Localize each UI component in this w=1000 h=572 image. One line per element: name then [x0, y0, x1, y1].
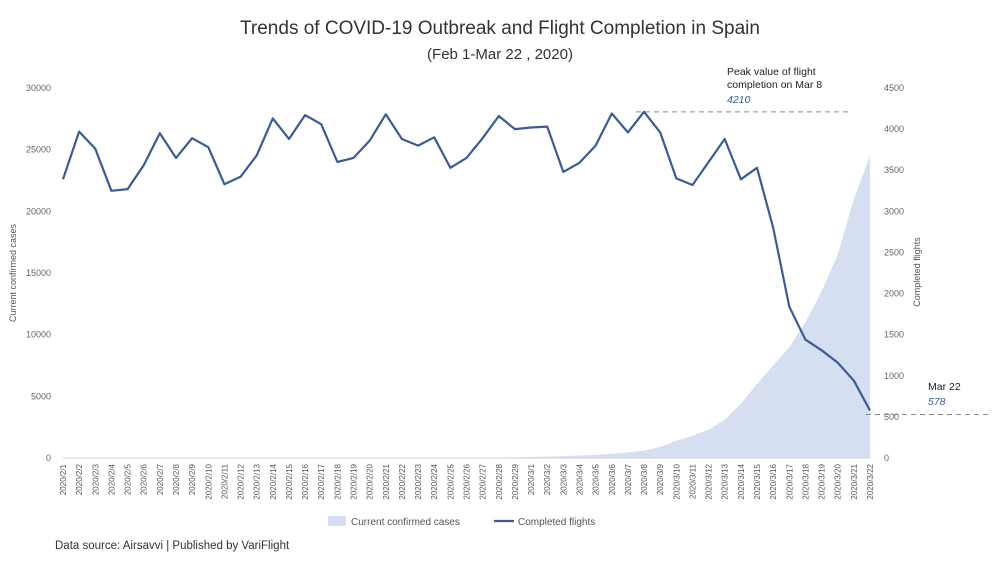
- data-source-footer: Data source: Airsavvi | Published by Var…: [55, 540, 290, 552]
- x-tick-label: 2020/2/6: [140, 463, 149, 495]
- x-tick-label: 2020/3/8: [640, 463, 649, 495]
- y-left-tick-label: 10000: [26, 330, 51, 340]
- x-tick-label: 2020/3/2: [543, 463, 552, 495]
- y-left-tick-label: 30000: [26, 83, 51, 93]
- x-tick-label: 2020/3/16: [769, 463, 778, 499]
- x-tick-label: 2020/2/26: [463, 463, 472, 499]
- x-tick-label: 2020/2/12: [237, 463, 246, 499]
- y-left-tick-label: 0: [46, 453, 51, 463]
- x-tick-label: 2020/2/10: [204, 463, 213, 499]
- y-left-axis-title: Current confirmed cases: [8, 223, 18, 322]
- x-tick-label: 2020/2/27: [479, 463, 488, 499]
- y-left-tick-label: 20000: [26, 206, 51, 216]
- x-tick-label: 2020/3/9: [656, 463, 665, 495]
- x-tick-label: 2020/3/10: [672, 463, 681, 499]
- x-tick-label: 2020/3/21: [850, 463, 859, 499]
- annotation-layer: Peak value of flight completion on Mar 8 4…: [636, 66, 990, 415]
- y-right-tick-label: 4000: [884, 124, 904, 134]
- y-right-tick-label: 3500: [884, 165, 904, 175]
- series-area-confirmed-cases: [63, 155, 870, 459]
- axes-layer: 0 5000 10000 15000 20000 25000 30000 0 500 1000 15…: [8, 83, 922, 500]
- x-tick-label: 2020/3/14: [737, 463, 746, 499]
- x-tick-label: 2020/2/15: [285, 463, 294, 499]
- x-tick-label: 2020/2/4: [107, 463, 116, 495]
- x-tick-label: 2020/2/16: [301, 463, 310, 499]
- end-annotation-title: Mar 22: [928, 381, 961, 393]
- y-right-tick-label: 500: [884, 412, 899, 422]
- x-tick-label: 2020/2/25: [446, 463, 455, 499]
- area-layer: [63, 155, 870, 459]
- x-tick-label: 2020/2/23: [414, 463, 423, 499]
- x-tick-label: 2020/3/7: [624, 463, 633, 495]
- chart-title: Trends of COVID-19 Outbreak and Flight C…: [240, 18, 760, 39]
- x-tick-label: 2020/2/3: [91, 463, 100, 495]
- x-tick-label: 2020/2/1: [59, 463, 68, 495]
- x-tick-label: 2020/2/19: [350, 463, 359, 499]
- legend: Current confirmed cases Completed flights: [328, 516, 595, 528]
- peak-annotation-title: Peak value of flight completion on Mar 8: [727, 66, 822, 91]
- x-tick-label: 2020/2/17: [317, 463, 326, 499]
- end-annotation-value: 578: [928, 396, 946, 408]
- x-tick-label: 2020/2/29: [511, 463, 520, 499]
- y-right-tick-label: 0: [884, 453, 889, 463]
- x-tick-label: 2020/2/18: [333, 463, 342, 499]
- x-tick-label: 2020/3/22: [866, 463, 875, 499]
- chart-subtitle: (Feb 1-Mar 22 , 2020): [427, 46, 573, 63]
- y-left-tick-label: 5000: [31, 391, 51, 401]
- legend-label-confirmed-cases: Current confirmed cases: [351, 517, 460, 528]
- x-tick-label: 2020/2/22: [398, 463, 407, 499]
- y-right-tick-label: 2000: [884, 289, 904, 299]
- peak-annotation-value: 4210: [727, 94, 751, 106]
- x-tick-label: 2020/2/13: [253, 463, 262, 499]
- x-tick-label: 2020/2/5: [124, 463, 133, 495]
- y-right-tick-label: 3000: [884, 206, 904, 216]
- x-tick-label: 2020/2/9: [188, 463, 197, 495]
- y-right-tick-label: 2500: [884, 247, 904, 257]
- x-tick-label: 2020/2/8: [172, 463, 181, 495]
- y-left-tick-label: 15000: [26, 268, 51, 278]
- legend-swatch-confirmed-cases: [328, 516, 346, 526]
- x-tick-label: 2020/3/3: [559, 463, 568, 495]
- x-tick-label: 2020/3/18: [801, 463, 810, 499]
- x-tick-label: 2020/3/13: [721, 463, 730, 499]
- y-right-tick-label: 4500: [884, 83, 904, 93]
- series-line-completed-flights: [61, 110, 871, 412]
- x-tick-label: 2020/3/17: [785, 463, 794, 499]
- x-tick-label: 2020/2/11: [220, 463, 229, 499]
- x-tick-label: 2020/2/14: [269, 463, 278, 499]
- x-tick-label: 2020/3/19: [818, 463, 827, 499]
- x-tick-label: 2020/3/6: [608, 463, 617, 495]
- x-tick-label: 2020/3/11: [688, 463, 697, 499]
- x-tick-label: 2020/2/2: [75, 463, 84, 495]
- line-layer: [61, 110, 871, 412]
- x-tick-label: 2020/2/21: [382, 463, 391, 499]
- x-tick-label: 2020/2/28: [495, 463, 504, 499]
- y-right-axis-title: Completed flights: [912, 237, 922, 307]
- x-tick-label: 2020/3/4: [575, 463, 584, 495]
- x-tick-label: 2020/3/1: [527, 463, 536, 495]
- x-tick-label: 2020/3/20: [834, 463, 843, 499]
- x-tick-label: 2020/2/7: [156, 463, 165, 495]
- x-tick-label: 2020/2/20: [366, 463, 375, 499]
- x-tick-label: 2020/3/12: [705, 463, 714, 499]
- x-tick-label: 2020/3/15: [753, 463, 762, 499]
- x-tick-label: 2020/2/24: [430, 463, 439, 499]
- y-right-tick-label: 1500: [884, 330, 904, 340]
- x-tick-label: 2020/3/5: [592, 463, 601, 495]
- y-right-tick-label: 1000: [884, 371, 904, 381]
- legend-label-completed-flights: Completed flights: [518, 517, 595, 528]
- y-left-tick-label: 25000: [26, 145, 51, 155]
